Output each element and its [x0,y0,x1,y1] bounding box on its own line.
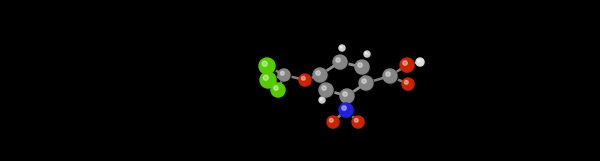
Circle shape [339,103,353,117]
Circle shape [271,83,285,97]
Circle shape [280,71,284,75]
Circle shape [322,86,326,90]
Circle shape [262,61,268,66]
Circle shape [333,55,347,69]
Circle shape [355,118,358,122]
Circle shape [261,73,277,89]
Circle shape [358,63,362,67]
Circle shape [329,118,333,122]
Circle shape [339,45,345,51]
Circle shape [340,46,342,48]
Circle shape [274,86,278,90]
Circle shape [341,90,355,104]
Circle shape [402,78,414,90]
Circle shape [365,52,371,58]
Circle shape [342,106,346,110]
Circle shape [260,72,276,88]
Circle shape [416,58,424,66]
Circle shape [316,71,320,75]
Circle shape [384,70,398,84]
Circle shape [364,51,370,57]
Circle shape [328,117,340,129]
Circle shape [362,79,366,83]
Circle shape [365,52,367,54]
Circle shape [319,83,333,97]
Circle shape [278,69,290,81]
Circle shape [259,58,275,74]
Circle shape [340,46,346,52]
Circle shape [355,60,369,74]
Circle shape [404,80,408,84]
Circle shape [356,61,370,75]
Circle shape [279,70,291,82]
Circle shape [320,98,322,100]
Circle shape [401,59,415,73]
Circle shape [353,117,365,129]
Circle shape [314,69,328,83]
Circle shape [340,89,354,103]
Circle shape [359,76,373,90]
Circle shape [336,58,340,62]
Circle shape [320,84,334,98]
Circle shape [400,58,414,72]
Circle shape [383,69,397,83]
Circle shape [319,97,325,103]
Circle shape [334,56,348,70]
Circle shape [403,61,407,65]
Circle shape [360,77,374,91]
Circle shape [418,60,420,62]
Circle shape [352,116,364,128]
Circle shape [263,75,268,80]
Circle shape [272,84,286,98]
Circle shape [343,92,347,96]
Circle shape [313,68,327,82]
Circle shape [300,75,312,87]
Circle shape [403,79,415,91]
Circle shape [320,98,326,104]
Circle shape [327,116,339,128]
Circle shape [386,72,390,76]
Circle shape [301,76,305,80]
Circle shape [260,59,276,75]
Circle shape [340,104,354,118]
Circle shape [299,74,311,86]
Circle shape [417,59,425,67]
